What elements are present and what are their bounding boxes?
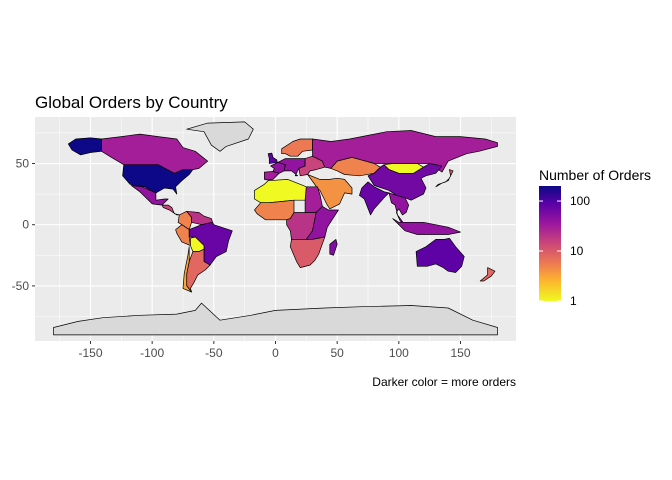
legend: Number of Orders 1 10 100 (539, 167, 651, 308)
x-tick-label: 150 (450, 346, 470, 360)
region-mexico[interactable] (130, 185, 169, 206)
axes: -150 -100 -50 0 50 100 150 -50 0 50 (12, 157, 471, 360)
region-canada[interactable] (101, 133, 209, 174)
region-east-africa[interactable] (305, 206, 339, 240)
region-peru[interactable] (175, 224, 191, 246)
legend-tick-label: 100 (570, 194, 590, 208)
y-tick-label: -50 (12, 279, 30, 293)
region-new-zealand[interactable] (479, 267, 496, 282)
x-tick-label: -150 (78, 346, 102, 360)
region-indonesia[interactable] (392, 218, 461, 235)
region-antarctica[interactable] (53, 302, 498, 336)
map-regions (53, 121, 498, 336)
x-tick-label: -100 (140, 346, 164, 360)
y-tick-label: 0 (22, 218, 29, 232)
legend-colorbar (539, 186, 561, 301)
y-tick-label: 50 (16, 157, 30, 171)
legend-title: Number of Orders (539, 167, 651, 183)
x-tick-label: 100 (389, 346, 409, 360)
x-tick-label: -50 (205, 346, 223, 360)
region-greenland[interactable] (186, 121, 254, 152)
legend-tick-label: 10 (570, 244, 584, 258)
region-chile[interactable] (182, 246, 192, 293)
region-brazil[interactable] (188, 221, 233, 266)
region-central-europe[interactable] (277, 158, 306, 177)
x-tick-label: 0 (272, 346, 279, 360)
region-middle-east[interactable] (307, 174, 353, 210)
region-madagascar[interactable] (329, 239, 338, 256)
region-kazakhstan[interactable] (330, 157, 381, 177)
region-japan[interactable] (435, 169, 454, 188)
chart-caption: Darker color = more orders (372, 375, 516, 389)
legend-tick-label: 1 (570, 294, 577, 308)
region-australia[interactable] (415, 237, 465, 273)
x-tick-label: 50 (330, 346, 344, 360)
region-southern-africa[interactable] (289, 236, 326, 268)
region-uk[interactable] (267, 152, 278, 164)
chart-title: Global Orders by Country (35, 93, 228, 112)
region-southeast-asia[interactable] (388, 192, 410, 224)
